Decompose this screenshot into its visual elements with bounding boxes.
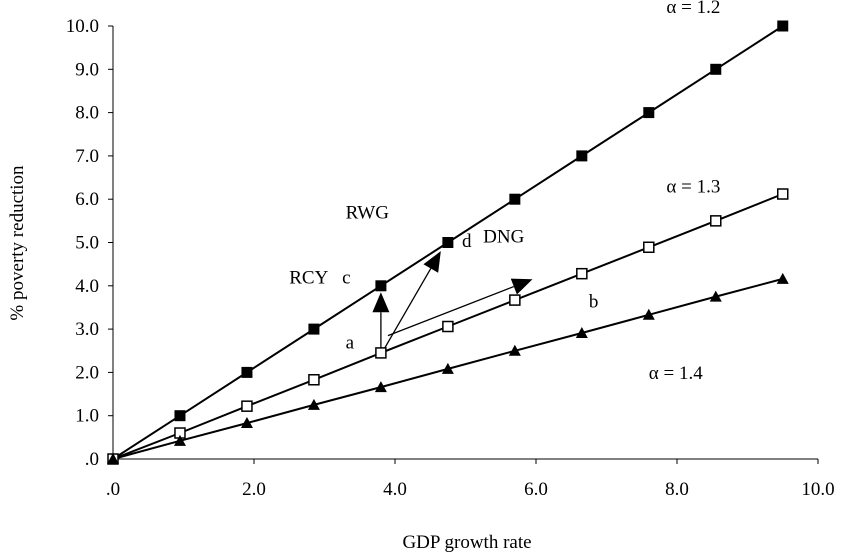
data-point — [776, 272, 789, 284]
data-point — [241, 400, 253, 412]
annotations: RCY c RWG d DNG a b α = 1.2 α = 1.3 α = 1.4 — [289, 0, 720, 384]
annotation-label: RCY — [289, 268, 328, 289]
y-tick-label: 9.0 — [75, 59, 99, 80]
annotation-label: d — [462, 231, 472, 252]
data-point — [576, 150, 588, 162]
annotation-label: RWG — [346, 203, 390, 224]
series-markers — [107, 20, 789, 465]
data-point — [307, 398, 320, 410]
data-point — [308, 323, 320, 335]
data-point — [240, 417, 253, 429]
data-point — [375, 280, 387, 292]
tick-labels: .0 1.0 2.0 3.0 4.0 5.0 6.0 7.0 8.0 9.0 10.0 .0 2.0 4.… — [66, 16, 835, 500]
data-point — [375, 347, 387, 359]
data-point — [575, 326, 588, 338]
x-tick-label: .0 — [106, 479, 120, 500]
y-axis-label: % poverty reduction — [7, 165, 28, 321]
data-point — [642, 308, 655, 320]
data-point — [374, 381, 387, 393]
data-point — [576, 267, 588, 280]
y-tick-label: 2.0 — [75, 362, 99, 383]
y-tick-label: .0 — [85, 449, 99, 470]
x-tick-label: 2.0 — [242, 479, 266, 500]
arrow-head-1 — [372, 292, 390, 313]
annotation-label: α = 1.4 — [649, 363, 703, 384]
y-tick-label: 10.0 — [66, 16, 99, 37]
annotation-label: α = 1.2 — [666, 0, 720, 18]
y-tick-label: 7.0 — [75, 146, 99, 167]
x-axis-label: GDP growth rate — [402, 532, 531, 553]
data-point — [107, 453, 119, 464]
data-point — [308, 374, 320, 386]
x-tick-label: 10.0 — [801, 479, 834, 500]
arrow-shaft-3 — [387, 285, 515, 337]
arrow-head-3 — [510, 278, 533, 295]
data-point — [173, 434, 186, 446]
data-point — [777, 188, 789, 200]
annotation-label: c — [342, 268, 350, 289]
data-point — [442, 237, 454, 248]
x-tick-label: 4.0 — [383, 479, 407, 500]
annotation-label: DNG — [483, 227, 524, 248]
annotation-label: a — [346, 333, 355, 354]
x-tick-label: 8.0 — [665, 479, 689, 500]
data-point — [508, 344, 521, 356]
y-tick-label: 5.0 — [75, 233, 99, 254]
data-point — [709, 290, 722, 302]
y-tick-label: 4.0 — [75, 276, 99, 297]
data-point — [174, 410, 186, 422]
data-point — [509, 294, 521, 306]
data-point — [777, 20, 789, 32]
annotation-label: α = 1.3 — [666, 177, 720, 198]
data-point — [509, 193, 521, 205]
y-tick-label: 1.0 — [75, 406, 99, 427]
arrows — [372, 251, 533, 353]
data-point — [710, 215, 722, 227]
data-point — [710, 63, 722, 75]
data-point — [442, 320, 454, 333]
x-tick-label: 6.0 — [524, 479, 548, 500]
data-point — [441, 362, 454, 374]
arrow-shaft-2 — [383, 268, 432, 349]
data-point — [643, 107, 655, 119]
annotation-label: b — [589, 291, 599, 312]
y-tick-label: 3.0 — [75, 319, 99, 340]
y-tick-label: 8.0 — [75, 103, 99, 124]
data-point — [241, 366, 253, 378]
y-tick-label: 6.0 — [75, 189, 99, 210]
arrow-head-2 — [423, 251, 441, 273]
data-point — [643, 241, 655, 254]
